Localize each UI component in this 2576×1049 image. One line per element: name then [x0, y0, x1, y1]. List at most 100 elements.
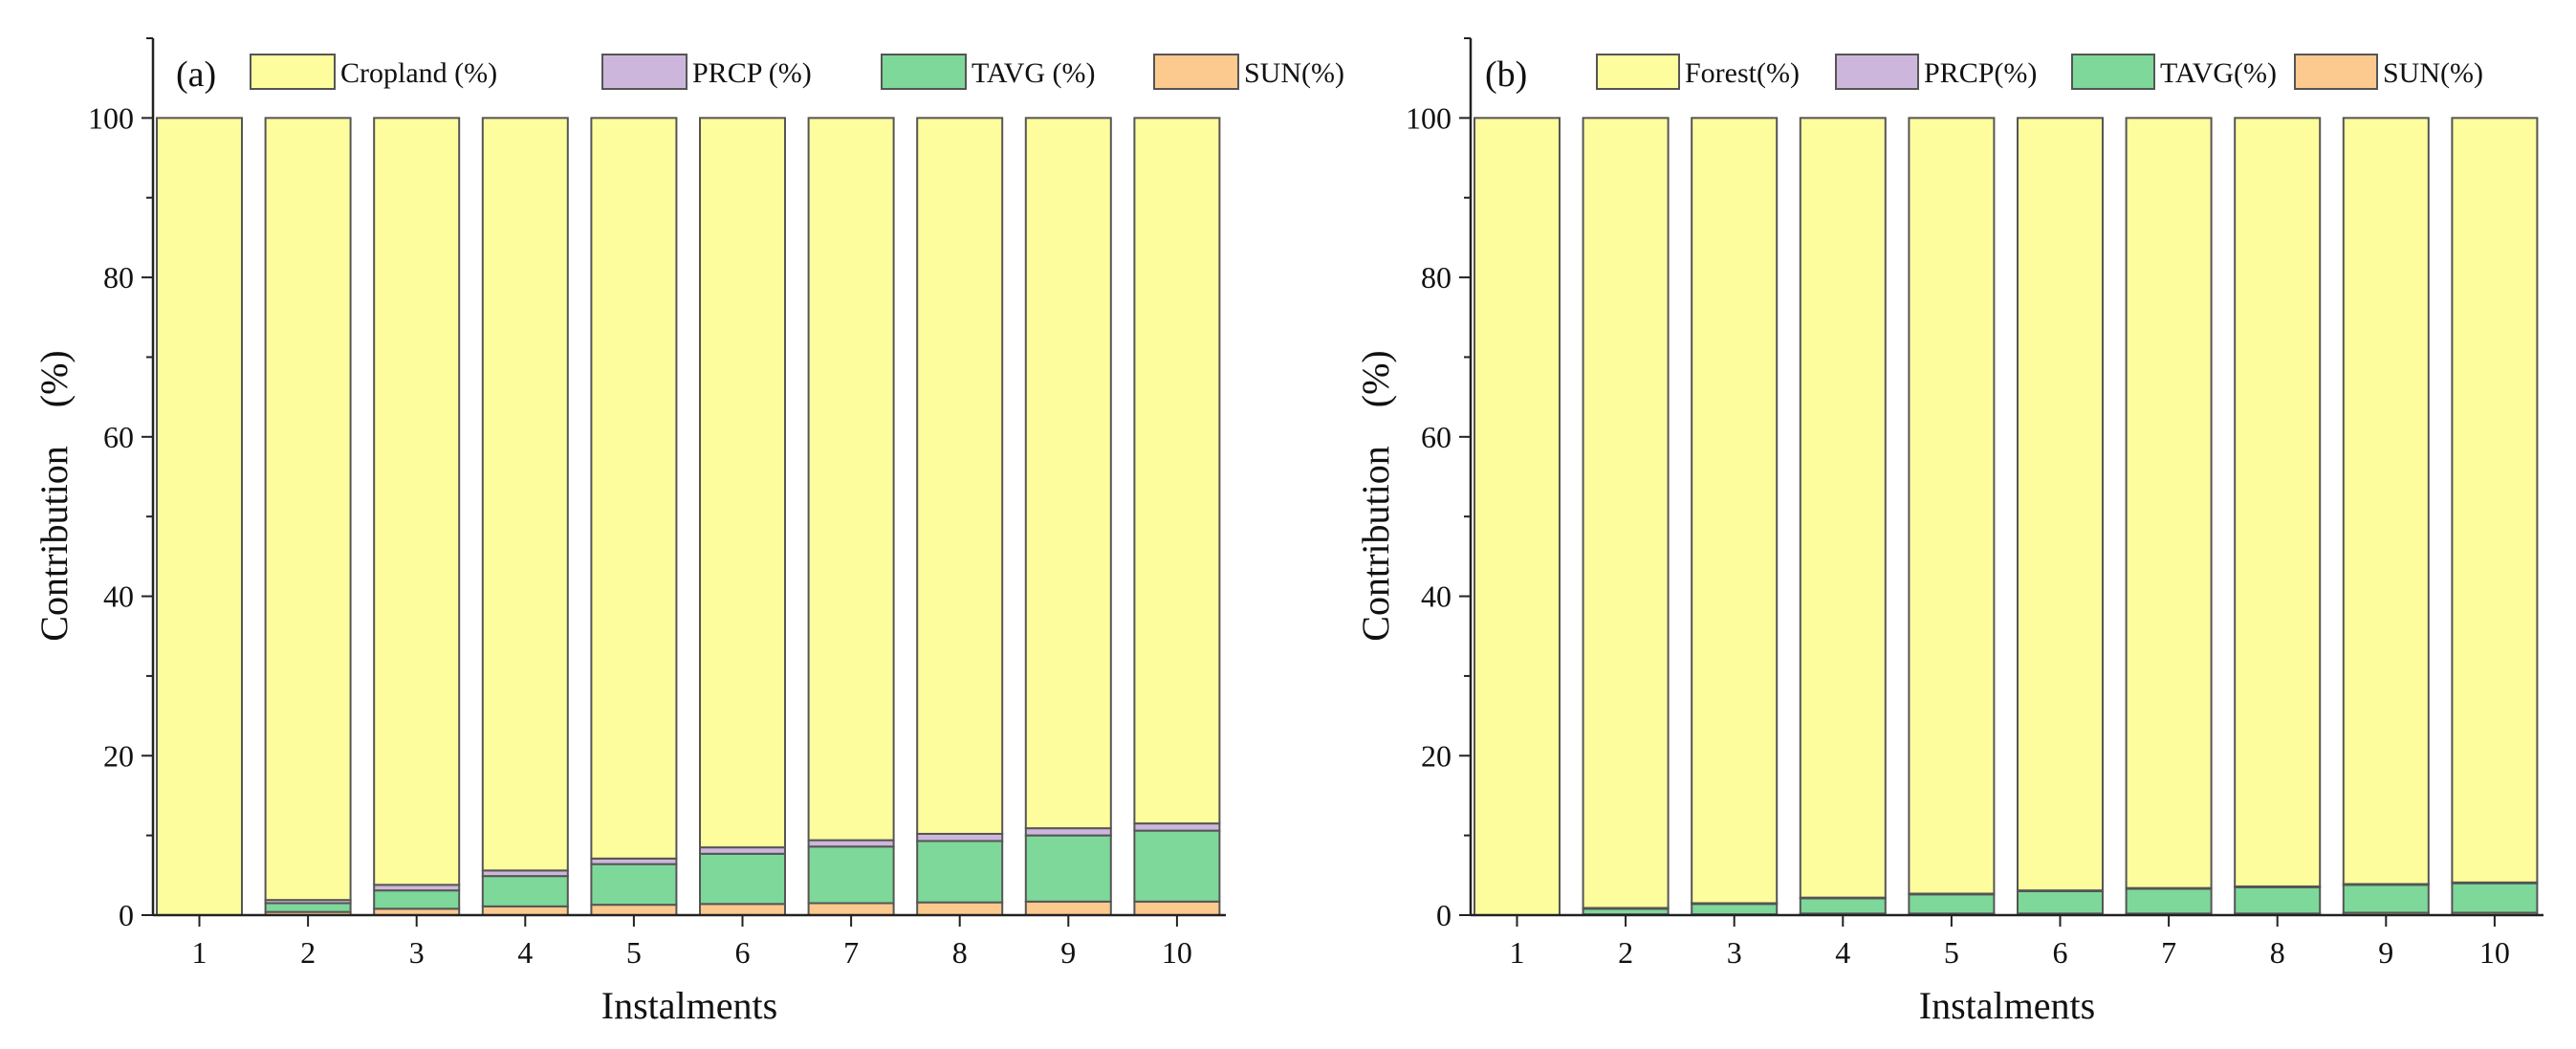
y-tick-label: 80 [103, 260, 134, 295]
bar-sun-6 [699, 903, 786, 917]
bar-prcp-7 [807, 839, 895, 848]
x-tick-label: 10 [2479, 935, 2510, 970]
bar-tavg-5 [590, 863, 678, 907]
bar-land-10 [1133, 117, 1221, 825]
x-tick-label: 6 [735, 935, 751, 970]
bar-sun-4 [481, 905, 569, 917]
legend-swatch-land [1596, 54, 1680, 90]
bar-prcp-8 [916, 832, 1004, 842]
y-axis-title: Contribution (%) [1354, 350, 1397, 641]
x-tick-label: 4 [517, 935, 533, 970]
x-axis-title: Instalments [1919, 984, 2095, 1027]
bar-prcp-10 [1133, 822, 1221, 832]
legend-swatch-tavg [2071, 54, 2155, 90]
legend-swatch-tavg [881, 54, 967, 90]
panel-label: (b) [1485, 55, 1527, 95]
y-tick-label: 0 [1436, 898, 1452, 932]
x-tick-label: 7 [843, 935, 859, 970]
bar-land-5 [1908, 117, 1996, 895]
bar-sun-5 [590, 904, 678, 916]
y-tick-label: 20 [103, 738, 134, 773]
legend-label-sun: SUN(%) [1244, 57, 1344, 89]
bar-land-1 [156, 117, 243, 916]
x-tick-label: 5 [1944, 935, 1959, 970]
x-tick-label: 3 [409, 935, 425, 970]
bar-tavg-6 [699, 852, 786, 906]
bar-land-8 [916, 117, 1004, 835]
bar-land-7 [2125, 117, 2213, 889]
bar-tavg-7 [807, 845, 895, 905]
legend-label-tavg: TAVG(%) [2160, 57, 2277, 89]
bar-tavg-9 [2342, 884, 2430, 914]
x-tick-label: 6 [2053, 935, 2068, 970]
bar-tavg-10 [1133, 829, 1221, 903]
bar-prcp-9 [1024, 827, 1112, 837]
bar-tavg-4 [1799, 897, 1887, 915]
bar-land-3 [373, 117, 461, 886]
y-tick-label: 60 [103, 420, 134, 454]
x-tick-label: 2 [1618, 935, 1633, 970]
bar-land-8 [2234, 117, 2322, 887]
bar-land-9 [1024, 117, 1112, 830]
panel-a: 1 2 3 4 5 6 7 8 9 10020406080100InstalmentsContri… [33, 37, 1344, 1027]
bar-tavg-8 [2234, 885, 2322, 915]
x-axis-title: Instalments [601, 984, 777, 1027]
y-tick-label: 0 [119, 898, 134, 932]
bar-land-4 [1799, 117, 1887, 899]
bar-sun-8 [916, 901, 1004, 916]
x-tick-label: 1 [192, 935, 207, 970]
bar-land-5 [590, 117, 678, 860]
legend-label-prcp: PRCP (%) [692, 57, 812, 89]
bar-tavg-6 [2017, 889, 2104, 915]
bar-sun-10 [1133, 900, 1221, 917]
bar-land-6 [2017, 117, 2104, 892]
x-tick-label: 7 [2161, 935, 2176, 970]
bar-land-3 [1691, 117, 1779, 905]
x-tick-label: 9 [1060, 935, 1076, 970]
y-tick-label: 100 [88, 100, 134, 135]
x-tick-label: 3 [1727, 935, 1742, 970]
y-tick-label: 40 [1421, 579, 1452, 614]
x-tick-label: 8 [2270, 935, 2285, 970]
y-tick-label: 60 [1421, 420, 1452, 454]
x-tick-label: 1 [1510, 935, 1525, 970]
bar-land-9 [2342, 117, 2430, 885]
bar-tavg-2 [264, 902, 352, 913]
bar-tavg-3 [373, 889, 461, 910]
x-tick-label: 5 [626, 935, 642, 970]
bar-land-7 [807, 117, 895, 841]
y-tick-label: 40 [103, 579, 134, 614]
bar-land-6 [699, 117, 786, 849]
legend-swatch-land [250, 54, 336, 90]
legend-label-prcp: PRCP(%) [1924, 57, 2037, 89]
panel-b: 1 2 3 4 5 6 7 8 9 10020406080100InstalmentsContri… [1354, 37, 2543, 1027]
legend-label-tavg: TAVG (%) [971, 57, 1096, 89]
bar-tavg-10 [2451, 882, 2539, 914]
x-tick-label: 2 [300, 935, 316, 970]
bar-prcp-6 [699, 846, 786, 855]
x-tick-label: 9 [2378, 935, 2393, 970]
bar-land-4 [481, 117, 569, 872]
x-tick-label: 8 [952, 935, 968, 970]
y-axis-title: Contribution (%) [33, 350, 76, 641]
legend-label-land: Cropland (%) [340, 57, 497, 89]
legend-swatch-sun [1153, 54, 1239, 90]
bar-sun-7 [807, 902, 895, 917]
bar-sun-9 [1024, 900, 1112, 917]
bar-tavg-4 [481, 875, 569, 907]
bar-tavg-5 [1908, 893, 1996, 915]
bar-land-1 [1474, 117, 1561, 916]
legend-swatch-prcp [1835, 54, 1919, 90]
legend-label-sun: SUN(%) [2383, 57, 2483, 89]
bar-land-10 [2451, 117, 2539, 884]
x-tick-label: 10 [1162, 935, 1192, 970]
y-tick-label: 20 [1421, 738, 1452, 773]
y-tick-label: 80 [1421, 260, 1452, 295]
bar-tavg-9 [1024, 834, 1112, 903]
x-tick-label: 4 [1835, 935, 1850, 970]
legend-label-land: Forest(%) [1685, 57, 1800, 89]
legend-swatch-sun [2294, 54, 2378, 90]
bar-tavg-7 [2125, 887, 2213, 915]
bar-land-2 [1582, 117, 1670, 909]
